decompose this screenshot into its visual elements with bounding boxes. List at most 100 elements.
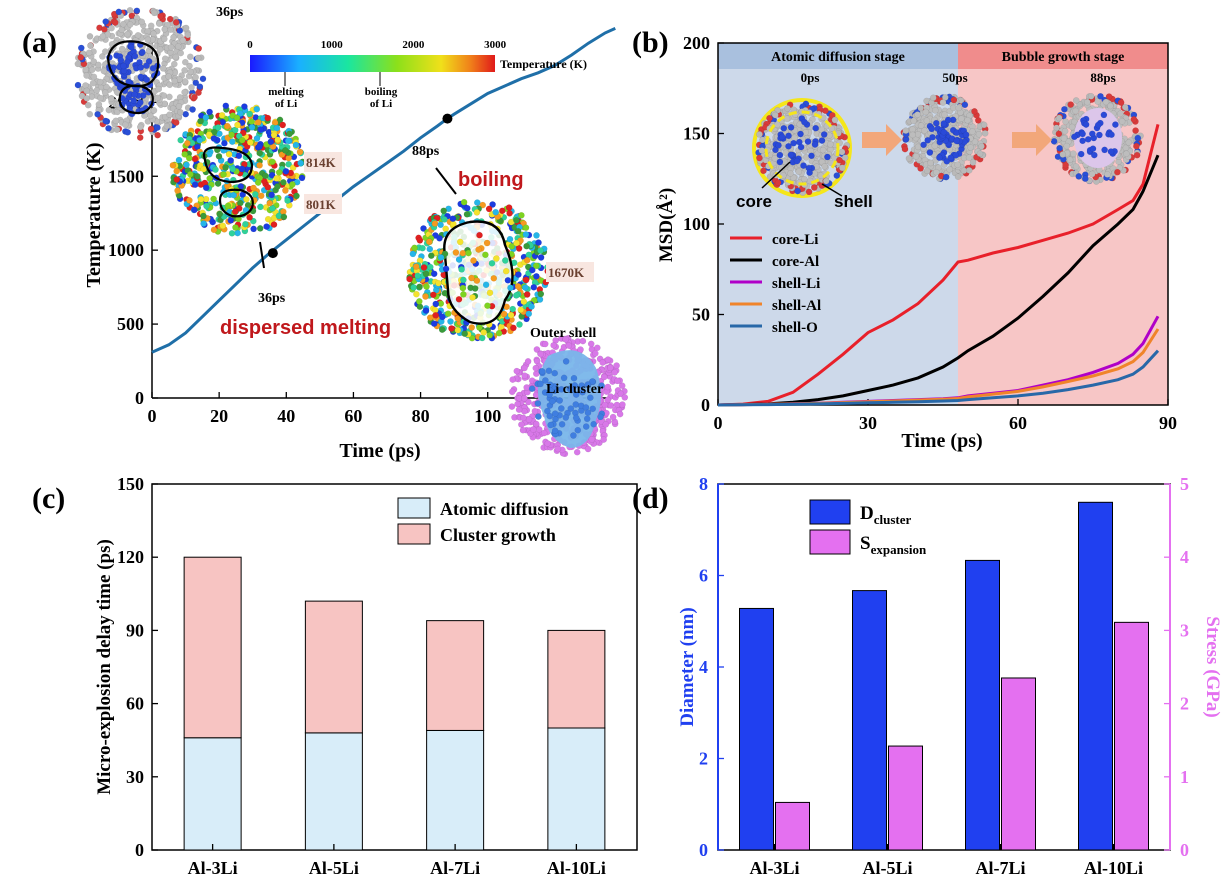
atom bbox=[181, 88, 188, 96]
atom bbox=[406, 275, 413, 283]
atom bbox=[954, 173, 962, 180]
atom bbox=[115, 8, 123, 16]
atom bbox=[210, 226, 218, 234]
atom bbox=[435, 279, 442, 287]
atom bbox=[508, 388, 516, 396]
atom bbox=[513, 239, 520, 247]
atom bbox=[266, 199, 274, 207]
x-tick-label: Al-3Li bbox=[749, 858, 799, 878]
atom bbox=[514, 227, 522, 235]
atom bbox=[254, 179, 262, 186]
atom bbox=[958, 115, 965, 122]
atom bbox=[572, 414, 580, 422]
atom bbox=[562, 414, 570, 421]
snapshot-time-label: 50ps bbox=[942, 70, 967, 85]
atom bbox=[607, 364, 614, 372]
atom bbox=[551, 427, 559, 435]
legend-swatch bbox=[397, 497, 431, 519]
atom bbox=[256, 143, 263, 150]
atom bbox=[195, 89, 202, 96]
atom bbox=[147, 22, 155, 30]
colorbar-tick: 0 bbox=[247, 39, 253, 51]
atom bbox=[479, 201, 487, 209]
atom bbox=[787, 124, 795, 131]
atom bbox=[602, 421, 610, 428]
atom bbox=[468, 324, 476, 331]
atom bbox=[191, 181, 199, 188]
atom bbox=[165, 73, 172, 80]
atom bbox=[436, 234, 443, 242]
x-tick-label: 30 bbox=[859, 413, 877, 433]
atom bbox=[520, 298, 528, 306]
atom bbox=[794, 187, 801, 195]
atom bbox=[409, 250, 417, 258]
atom bbox=[831, 116, 839, 124]
atom bbox=[1089, 145, 1097, 152]
atom bbox=[928, 125, 936, 133]
atom bbox=[122, 121, 129, 129]
atom bbox=[811, 141, 819, 148]
atom bbox=[1077, 150, 1085, 158]
atom bbox=[465, 249, 472, 257]
atom bbox=[230, 191, 237, 199]
atom bbox=[1133, 142, 1140, 150]
atom bbox=[183, 161, 190, 169]
atom bbox=[241, 103, 248, 110]
atom bbox=[173, 167, 180, 175]
atom bbox=[942, 173, 950, 181]
atom bbox=[296, 148, 304, 156]
atom bbox=[187, 68, 194, 76]
legend-swatch bbox=[397, 523, 431, 545]
atom bbox=[111, 19, 119, 26]
bar-atomic-diffusion bbox=[183, 737, 242, 851]
atom bbox=[1062, 118, 1069, 125]
atom bbox=[147, 125, 155, 133]
atom bbox=[560, 374, 568, 382]
atom bbox=[544, 440, 552, 447]
atom bbox=[1130, 116, 1138, 123]
atom bbox=[1091, 151, 1098, 159]
atom bbox=[912, 153, 920, 160]
atom bbox=[210, 135, 218, 142]
atom bbox=[166, 15, 174, 23]
atom bbox=[583, 415, 591, 423]
temperature-tag: 801K bbox=[306, 197, 337, 212]
x-tick-label: 0 bbox=[714, 413, 723, 433]
atom bbox=[604, 356, 612, 363]
atom bbox=[270, 131, 278, 139]
atom bbox=[227, 217, 235, 224]
atom bbox=[482, 281, 490, 289]
atom bbox=[1068, 123, 1076, 131]
atom bbox=[218, 112, 226, 119]
atom bbox=[510, 324, 517, 332]
atom bbox=[520, 414, 527, 422]
atom bbox=[537, 350, 545, 358]
y-tick-label: 0 bbox=[701, 395, 710, 415]
bar-cluster-growth bbox=[547, 629, 606, 729]
atom bbox=[533, 272, 540, 280]
atom bbox=[414, 272, 422, 280]
bar-cluster-growth bbox=[426, 620, 485, 731]
atom bbox=[506, 209, 513, 217]
atom bbox=[118, 45, 126, 53]
atom bbox=[154, 94, 161, 102]
atom bbox=[155, 85, 162, 93]
atom bbox=[224, 202, 232, 210]
atom bbox=[1071, 133, 1078, 141]
atom bbox=[808, 152, 815, 160]
atom bbox=[594, 344, 601, 352]
atom bbox=[189, 106, 196, 113]
atom bbox=[914, 111, 921, 118]
stage-label: Atomic diffusion stage bbox=[771, 50, 905, 65]
atom bbox=[412, 263, 420, 270]
atom bbox=[953, 137, 960, 145]
atom bbox=[506, 235, 514, 243]
atom bbox=[1082, 175, 1089, 182]
atom bbox=[426, 245, 434, 253]
colorbar-label: Temperature (K) bbox=[500, 57, 587, 71]
atom bbox=[582, 423, 590, 430]
atom bbox=[1050, 137, 1058, 145]
atom bbox=[818, 137, 826, 144]
atom bbox=[298, 174, 306, 182]
atom bbox=[508, 403, 516, 410]
